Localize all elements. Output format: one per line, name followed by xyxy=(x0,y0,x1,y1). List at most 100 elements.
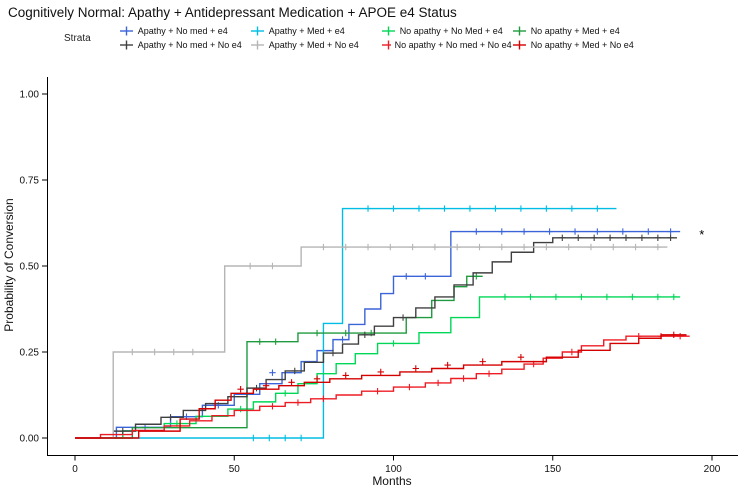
censor-mark xyxy=(246,262,254,270)
censor-mark xyxy=(670,293,677,301)
x-axis-label: Months xyxy=(372,474,411,488)
legend-item: Apathy + No med + e4 xyxy=(119,26,250,36)
censor-mark xyxy=(167,414,174,421)
legend-label: Apathy + No med + No e4 xyxy=(137,40,242,50)
censor-mark xyxy=(473,228,480,235)
censor-mark xyxy=(645,228,652,235)
censor-mark xyxy=(676,332,684,340)
censor-mark xyxy=(294,399,302,406)
censor-mark xyxy=(476,243,483,251)
censor-mark xyxy=(479,358,486,365)
censor-mark xyxy=(320,243,327,251)
censor-mark xyxy=(288,379,295,386)
plot-dynamic-layer: 0 50 100 150 200 0.00 0.25 0.50 0.75 1.00 * xyxy=(20,77,738,475)
y-tick-label: 1.00 xyxy=(20,90,40,101)
censor-mark xyxy=(517,353,525,361)
legend: Strata Apathy + No med + e4 Apathy + Med … xyxy=(64,26,634,50)
x-tick-label: 100 xyxy=(385,464,402,475)
censor-mark xyxy=(151,348,158,356)
censor-mark xyxy=(654,243,662,251)
legend-item: Apathy + Med + No e4 xyxy=(250,40,381,50)
censor-mark xyxy=(670,331,677,338)
censor-mark xyxy=(431,243,439,251)
censor-mark xyxy=(399,314,407,321)
censor-mark xyxy=(387,243,394,251)
y-axis-label: Probability of Conversion xyxy=(2,198,16,331)
censor-mark xyxy=(568,205,576,212)
legend-item: No apathy + Med + e4 xyxy=(512,26,634,36)
censor-mark xyxy=(632,243,639,251)
censor-mark xyxy=(654,293,662,301)
survival-curve xyxy=(75,334,687,439)
legend-label: Apathy + Med + No e4 xyxy=(268,40,359,50)
censor-mark xyxy=(269,403,276,410)
censor-mark xyxy=(320,395,327,402)
censor-mark xyxy=(377,368,384,376)
survival-curve xyxy=(75,230,681,439)
x-tick-label: 150 xyxy=(544,464,561,475)
censor-mark xyxy=(313,329,321,337)
censor-mark xyxy=(441,205,448,212)
censor-mark xyxy=(269,262,276,270)
legend-plus-marker-icon xyxy=(119,40,133,50)
censor-mark xyxy=(565,243,572,251)
censor-mark xyxy=(454,243,461,251)
censor-mark xyxy=(390,205,397,212)
y-tick-label: 0.75 xyxy=(20,176,40,187)
y-tick-label: 0.50 xyxy=(20,262,40,273)
censor-mark xyxy=(250,434,257,442)
censor-mark xyxy=(403,273,410,280)
legend-item: No apathy + No med + No e4 xyxy=(381,40,512,50)
censor-mark xyxy=(364,205,372,212)
legend-item: No apathy + No Med + e4 xyxy=(381,26,512,36)
censor-mark xyxy=(594,228,601,235)
censor-mark xyxy=(460,375,467,382)
chart-title: Cognitively Normal: Apathy + Antidepress… xyxy=(8,5,457,20)
censor-mark xyxy=(422,273,429,280)
censor-mark xyxy=(485,370,493,377)
censor-mark xyxy=(291,367,298,375)
legend-label: Apathy + No med + e4 xyxy=(137,26,228,36)
censor-mark xyxy=(253,384,260,392)
censor-mark xyxy=(266,434,273,442)
censor-mark xyxy=(498,228,505,235)
censor-mark xyxy=(543,243,550,251)
legend-plus-marker-icon xyxy=(512,26,526,36)
legend-plus-marker-icon xyxy=(381,26,395,36)
censor-mark xyxy=(622,234,630,241)
survival-curve xyxy=(75,296,681,439)
censor-mark xyxy=(492,205,499,212)
censor-mark xyxy=(342,372,349,379)
censor-mark xyxy=(543,205,550,212)
censor-mark xyxy=(578,293,585,301)
censor-mark xyxy=(342,329,349,337)
censor-mark xyxy=(473,273,480,280)
legend-plus-marker-icon xyxy=(512,40,526,50)
censor-mark xyxy=(170,348,177,356)
censor-mark xyxy=(610,243,617,251)
y-tick-label: 0.25 xyxy=(20,348,40,359)
legend-item: No apathy + Med + No e4 xyxy=(512,40,634,50)
censor-mark xyxy=(297,434,305,442)
censor-mark xyxy=(434,379,442,387)
legend-label: No apathy + Med + e4 xyxy=(530,26,620,36)
censor-mark xyxy=(466,205,474,212)
legend-plus-marker-icon xyxy=(250,40,264,50)
censor-mark xyxy=(272,338,279,345)
censor-mark xyxy=(406,383,413,391)
legend-item: Apathy + No med + No e4 xyxy=(119,40,250,50)
survival-curve xyxy=(75,246,668,439)
x-tick-label: 50 xyxy=(229,464,241,475)
censor-mark xyxy=(546,228,553,235)
censor-mark xyxy=(444,361,451,369)
censor-mark xyxy=(619,228,627,235)
censor-mark xyxy=(237,405,244,413)
plot-svg: 0 50 100 150 200 0.00 0.25 0.50 0.75 1.00 * Months… xyxy=(2,77,738,488)
censor-mark xyxy=(527,293,534,301)
legend-plus-marker-icon xyxy=(250,26,264,36)
legend-title: Strata xyxy=(64,32,91,44)
censor-mark xyxy=(262,382,270,389)
censor-mark xyxy=(606,234,614,241)
censor-mark xyxy=(520,243,528,251)
y-tick-label: 0.00 xyxy=(20,434,40,445)
